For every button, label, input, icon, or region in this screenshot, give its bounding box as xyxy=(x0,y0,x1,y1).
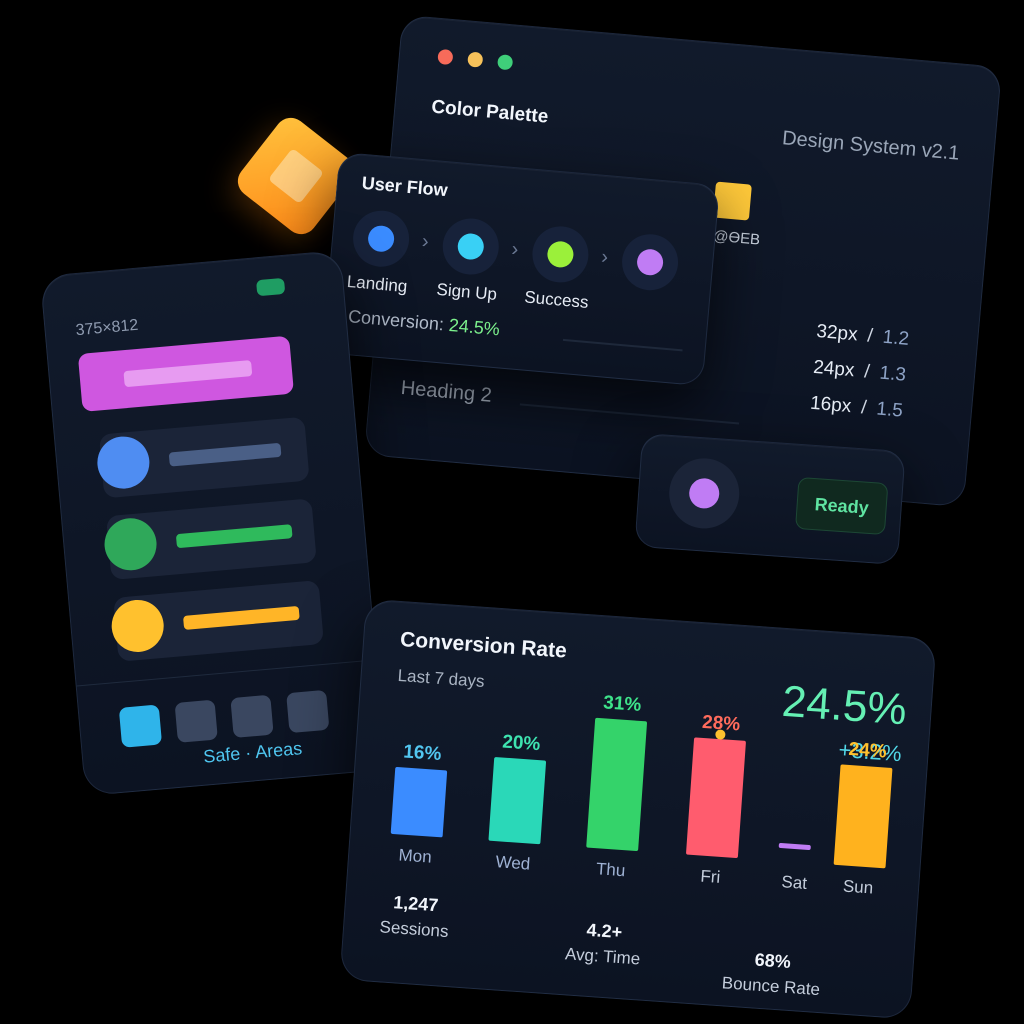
conversion-label: Conversion: xyxy=(347,306,445,335)
text-placeholder xyxy=(168,442,282,467)
tab-bar-tile[interactable] xyxy=(286,689,330,734)
flow-step-label: Sign Up xyxy=(435,279,498,304)
highlight-marker-icon xyxy=(715,729,726,740)
bar-sun[interactable] xyxy=(833,764,893,869)
step-dot-icon xyxy=(456,232,485,261)
status-dot-icon xyxy=(688,477,721,510)
status-card: Ready xyxy=(634,432,906,566)
header-bar-text-placeholder xyxy=(123,360,253,388)
flow-step-final[interactable] xyxy=(619,231,681,293)
bar-mon[interactable] xyxy=(390,767,448,838)
tab-bar-tile[interactable] xyxy=(118,704,163,748)
text-placeholder xyxy=(182,605,300,630)
step-dot-icon xyxy=(635,248,665,277)
chevron-right-icon: › xyxy=(600,245,609,269)
status-pill xyxy=(256,277,286,297)
chevron-right-icon: › xyxy=(510,238,520,261)
tab-bar-tile[interactable] xyxy=(230,694,274,739)
line-height: 1.2 xyxy=(881,326,910,350)
type-size-row: 16px / 1.5 xyxy=(809,393,903,423)
divider xyxy=(562,338,683,352)
tick-label-thu: Thu xyxy=(595,859,626,880)
close-window-icon[interactable] xyxy=(437,48,454,66)
list-item[interactable] xyxy=(95,416,310,499)
tick-label-sat: Sat xyxy=(781,872,808,893)
heading-sample-small: Heading 2 xyxy=(399,376,493,407)
size-separator: / xyxy=(866,325,874,347)
tab-bar-tile[interactable] xyxy=(174,699,218,743)
tick-label-mon: Mon xyxy=(398,845,432,866)
list-item[interactable] xyxy=(102,498,317,581)
tick-label-sun: Sun xyxy=(842,877,874,898)
swatch-hex-label: @ƟEB xyxy=(712,227,761,249)
flow-step-signup[interactable] xyxy=(440,216,502,277)
bar-fri[interactable] xyxy=(686,737,746,858)
conversion-rate-card: Conversion Rate Last 7 days 24.5% +3.2% … xyxy=(339,598,937,1020)
avatar xyxy=(102,516,159,573)
list-item[interactable] xyxy=(109,580,324,662)
conversion-summary: Conversion: 24.5% xyxy=(347,306,500,340)
avatar xyxy=(109,597,166,655)
bar-sat[interactable] xyxy=(778,843,811,851)
header-bar[interactable] xyxy=(77,335,295,412)
chevron-right-icon: › xyxy=(421,230,430,253)
avatar xyxy=(95,434,152,491)
screen-dimensions: 375×812 xyxy=(74,316,139,340)
logo-inner-square xyxy=(267,147,325,205)
bar-thu[interactable] xyxy=(586,717,647,851)
flow-step-success[interactable] xyxy=(530,224,591,285)
palette-title: Color Palette xyxy=(430,96,550,128)
type-size-row: 32px / 1.2 xyxy=(815,320,910,351)
divider xyxy=(76,659,376,687)
maximize-window-icon[interactable] xyxy=(497,54,514,71)
design-system-version: Design System v2.1 xyxy=(781,127,961,165)
size-separator: / xyxy=(863,361,871,383)
step-dot-icon xyxy=(367,224,396,253)
type-size: 16px xyxy=(809,392,853,418)
mobile-mockup: 375×812 Safe · Areas xyxy=(39,249,387,797)
safe-areas-label: Safe · Areas xyxy=(202,738,303,767)
text-placeholder xyxy=(175,524,293,549)
tick-label-fri: Fri xyxy=(700,867,721,887)
type-size: 32px xyxy=(815,320,859,346)
status-indicator xyxy=(666,456,742,531)
flow-step-landing[interactable] xyxy=(350,208,412,270)
flow-step-label: Success xyxy=(523,287,590,312)
data-label-fri: 28% xyxy=(701,712,741,736)
type-size-row: 24px / 1.3 xyxy=(812,357,906,387)
conversion-bar-chart: 16% Mon 20% Wed 31% Thu 28% Fri Sat 24% Sun xyxy=(390,692,893,898)
data-label-thu: 31% xyxy=(603,692,643,716)
user-flow-card: User Flow Landing › Sign Up › Success › … xyxy=(321,151,721,387)
size-separator: / xyxy=(860,397,868,419)
line-height: 1.3 xyxy=(878,362,907,386)
conversion-value: 24.5% xyxy=(448,314,501,340)
tick-label-wed: Wed xyxy=(495,852,531,873)
yellow-swatch[interactable] xyxy=(712,181,752,221)
data-label-wed: 20% xyxy=(502,732,542,756)
step-dot-icon xyxy=(546,240,575,269)
user-flow-title: User Flow xyxy=(361,172,449,201)
data-label-mon: 16% xyxy=(403,741,443,765)
line-height: 1.5 xyxy=(875,398,904,422)
data-label-sun: 24% xyxy=(848,739,888,763)
type-size: 24px xyxy=(812,356,856,382)
minimize-window-icon[interactable] xyxy=(467,51,484,68)
flow-step-label: Landing xyxy=(346,271,409,297)
divider xyxy=(519,403,740,425)
ready-button[interactable]: Ready xyxy=(794,476,889,536)
bar-wed[interactable] xyxy=(488,757,547,845)
